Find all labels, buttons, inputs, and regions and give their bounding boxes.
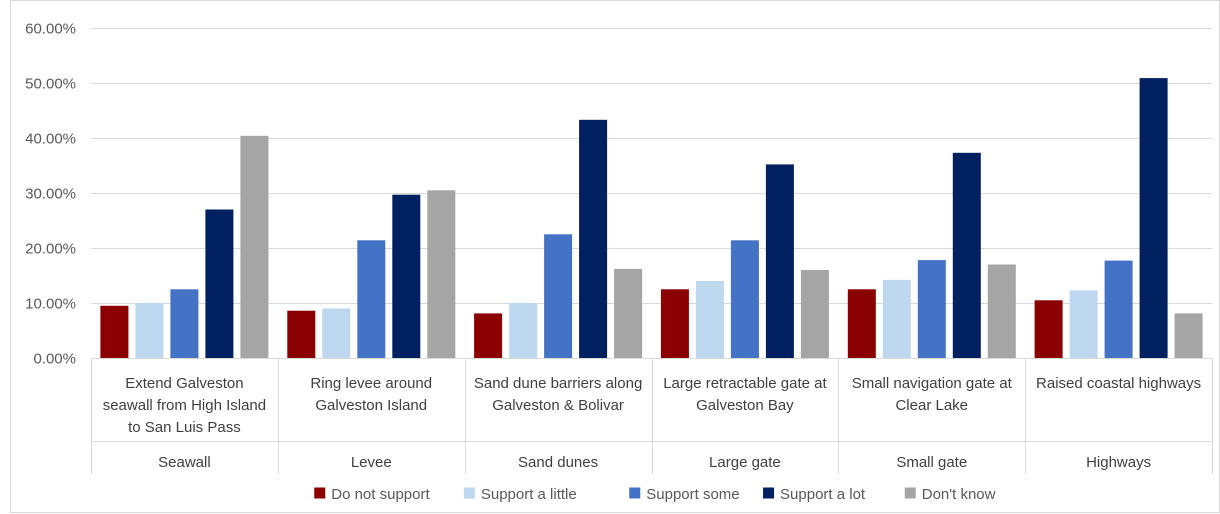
legend-label: Support some [646,486,739,503]
bar-do-not-support [287,310,316,358]
legend-swatch [314,487,326,499]
x-category-label: Large retractable gate at Galveston Bay [663,375,827,414]
bar-support-some [1104,260,1133,358]
bar-support-some [357,240,386,358]
x-category-label: Raised coastal highways [1036,375,1201,392]
bar-do-not-support [474,313,503,358]
legend-swatch [763,487,775,499]
y-tick-label: 30.00% [25,186,76,203]
x-group-label: Seawall [158,454,211,471]
bar-support-some [170,289,199,359]
legend-swatch [463,487,475,499]
bar-support-a-lot [205,209,234,358]
bar-don-t-know [1174,313,1203,358]
bar-support-some [917,260,946,358]
y-tick-label: 0.00% [33,351,76,368]
bar-support-a-little [135,303,164,358]
legend-label: Don't know [922,486,996,503]
x-category-label: Extend Galveston seawall from High Island… [103,375,266,436]
x-group-label: Large gate [709,454,781,471]
x-axis: Extend Galveston seawall from High Island… [91,358,1213,474]
x-category-label: Small navigation gate at Clear Lake [852,375,1013,414]
bar-support-a-little [695,281,724,358]
bar-support-a-lot [392,194,421,358]
legend-swatch [629,487,641,499]
x-group-label: Highways [1086,454,1151,471]
legend-label: Support a little [481,486,577,503]
y-tick-label: 20.00% [25,241,76,258]
x-category-label: Sand dune barriers along Galveston & Boli… [474,375,642,414]
bar-don-t-know [800,270,829,358]
legend-label: Do not support [331,486,430,503]
y-tick-label: 60.00% [25,21,76,38]
bar-support-some [544,234,573,359]
x-group-label: Sand dunes [518,454,598,471]
y-tick-label: 50.00% [25,76,76,93]
bar-support-some [730,240,759,358]
bar-don-t-know [427,190,456,359]
x-group-label: Levee [351,454,392,471]
y-tick-label: 40.00% [25,131,76,148]
y-axis-tick-labels: 0.00% 10.00% 20.00% 30.00% 40.00% 50.00% 60.00… [25,21,76,368]
y-tick-label: 10.00% [25,296,76,313]
bar-support-a-little [509,303,538,358]
bar-do-not-support [660,289,689,359]
bar-support-a-little [322,308,351,358]
legend-label: Support a lot [780,486,866,503]
bar-do-not-support [1034,300,1063,359]
x-category-label: Ring levee around Galveston Island [310,375,432,414]
bar-support-a-lot [765,164,794,358]
legend: Do not support Support a little Support so… [314,486,996,503]
bar-do-not-support [100,305,129,359]
x-group-label: Small gate [896,454,967,471]
bar-do-not-support [847,289,876,359]
gridlines [91,28,1212,304]
bar-don-t-know [240,135,269,358]
bar-don-t-know [614,268,643,358]
legend-swatch [904,487,916,499]
bar-don-t-know [987,264,1016,358]
bar-support-a-lot [952,152,981,358]
bar-support-a-little [1069,290,1098,358]
bar-support-a-lot [579,119,608,358]
bar-support-a-lot [1139,78,1168,358]
bars [100,78,1203,359]
bar-support-a-little [882,279,911,358]
